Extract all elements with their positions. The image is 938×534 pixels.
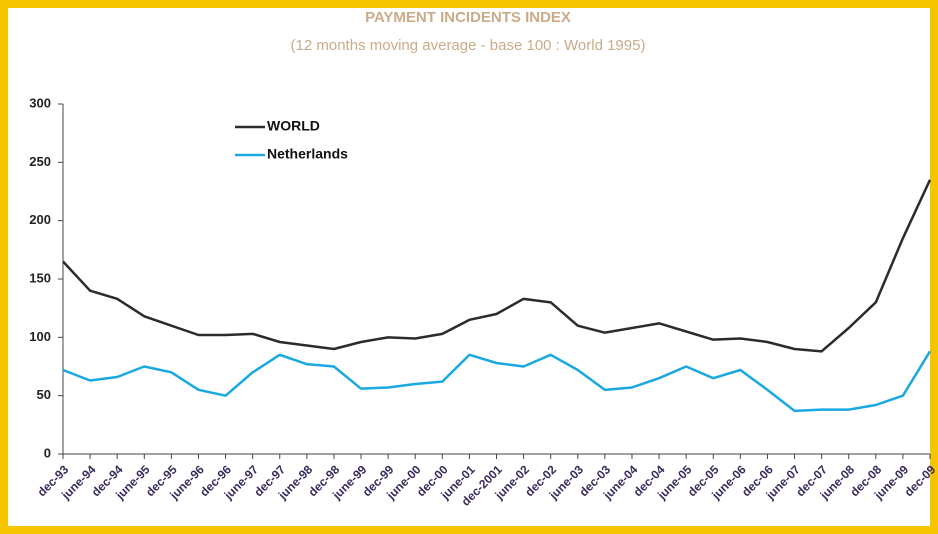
legend-label: Netherlands <box>267 146 348 162</box>
chart-title: PAYMENT INCIDENTS INDEX <box>365 9 571 26</box>
y-tick-label: 200 <box>29 212 51 227</box>
legend-label: WORLD <box>267 118 320 134</box>
line-series <box>62 350 932 413</box>
y-tick-label: 300 <box>29 95 51 110</box>
y-tick-label: 100 <box>29 329 51 344</box>
chart-subtitle: (12 months moving average - base 100 : W… <box>291 37 646 54</box>
y-tick-label: 250 <box>29 154 51 169</box>
x-tick-label: dec-09 <box>902 462 938 499</box>
line-series <box>62 179 932 353</box>
y-tick-label: 50 <box>37 387 51 402</box>
y-tick-label: 150 <box>29 270 51 285</box>
y-tick-label: 0 <box>44 445 51 460</box>
